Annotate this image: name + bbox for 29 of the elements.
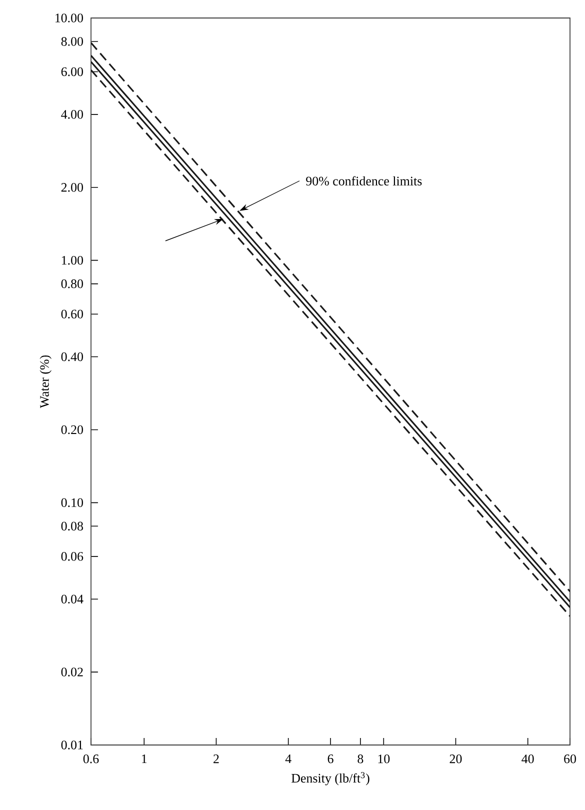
y-axis-title: Water (%) — [40, 355, 52, 408]
x-tick-label: 0.6 — [83, 754, 99, 764]
y-tick-label: 6.00 — [61, 67, 84, 76]
x-tick-label: 20 — [450, 754, 462, 764]
y-tick-label: 1.00 — [62, 256, 84, 265]
y-tick-label: 0.01 — [61, 740, 83, 750]
y-tick-label: 10.00 — [55, 14, 84, 22]
y-tick-label: 0.08 — [61, 522, 84, 531]
y-tick-label: 0.20 — [61, 425, 84, 434]
y-tick-label: 0.40 — [61, 352, 84, 362]
x-tick-label: 60 — [564, 754, 576, 764]
y-tick-label: 0.80 — [61, 279, 84, 288]
y-tick-label: 2.00 — [61, 183, 84, 192]
x-tick-label: 40 — [522, 754, 534, 764]
y-tick-label: 8.00 — [61, 37, 84, 46]
y-tick-label: 0.04 — [61, 594, 84, 604]
y-tick-label: 0.60 — [61, 310, 84, 318]
x-axis-title: Density (lb/ft$^{3}$) — [291, 772, 370, 786]
x-tick-label: 6 — [328, 754, 334, 764]
x-tick-label: 4 — [285, 754, 292, 764]
y-tick-label: 0.06 — [61, 552, 84, 561]
annotation: 90% confidence limits — [306, 176, 422, 186]
x-tick-label: 10 — [378, 754, 390, 764]
x-tick-label: 8 — [358, 754, 364, 764]
y-tick-label: 0.02 — [61, 668, 83, 676]
y-tick-label: 4.00 — [61, 110, 84, 119]
x-tick-label: 1 — [142, 754, 147, 764]
y-tick-label: 0.10 — [61, 498, 84, 508]
x-tick-label: 2 — [214, 754, 219, 764]
